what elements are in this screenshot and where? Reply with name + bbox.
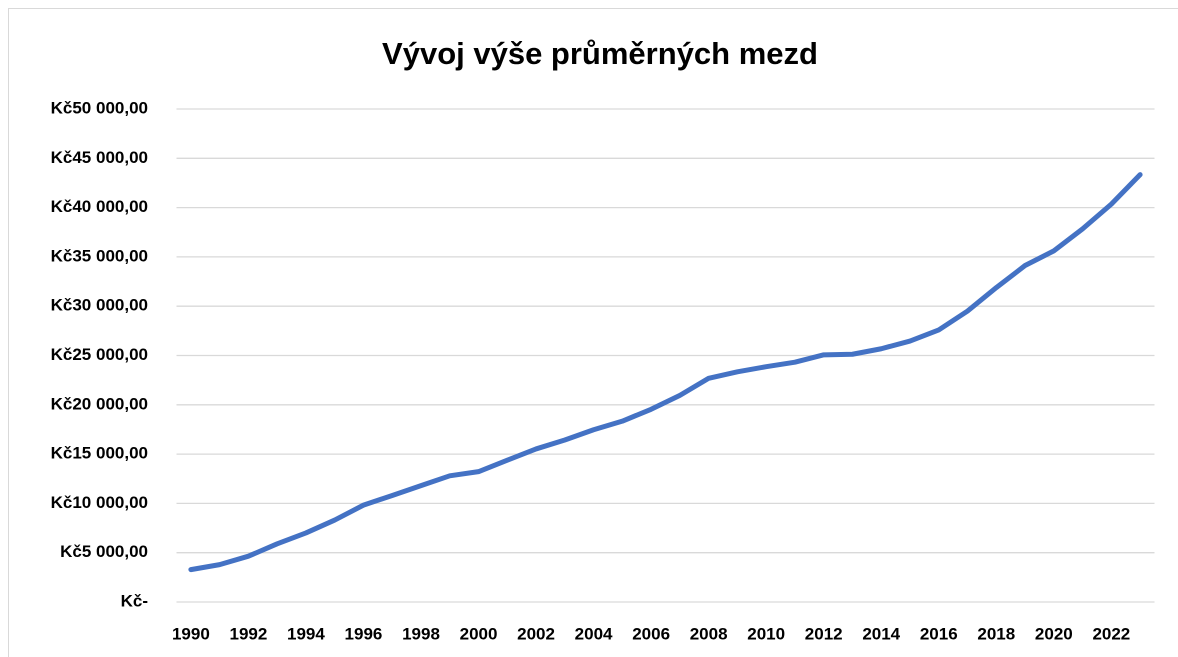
y-tick-label: Kč- bbox=[121, 591, 148, 610]
y-tick-label: Kč20 000,00 bbox=[51, 394, 148, 413]
y-tick-label: Kč45 000,00 bbox=[51, 148, 148, 167]
x-tick-label: 2008 bbox=[690, 624, 728, 643]
x-tick-label: 2004 bbox=[575, 624, 613, 643]
y-tick-label: Kč25 000,00 bbox=[51, 345, 148, 364]
x-tick-label: 2010 bbox=[747, 624, 785, 643]
y-tick-label: Kč40 000,00 bbox=[51, 197, 148, 216]
x-tick-label: 2012 bbox=[805, 624, 843, 643]
x-tick-label: 2022 bbox=[1092, 624, 1130, 643]
data-line bbox=[188, 172, 1143, 573]
y-tick-label: Kč15 000,00 bbox=[51, 444, 148, 463]
x-tick-label: 1996 bbox=[345, 624, 383, 643]
x-tick-label: 2020 bbox=[1035, 624, 1073, 643]
y-tick-label: Kč50 000,00 bbox=[51, 98, 148, 117]
y-tick-label: Kč5 000,00 bbox=[60, 542, 148, 561]
x-tick-label: 1990 bbox=[172, 624, 210, 643]
x-tick-label: 1994 bbox=[287, 624, 325, 643]
x-tick-label: 2006 bbox=[632, 624, 670, 643]
y-tick-label: Kč35 000,00 bbox=[51, 246, 148, 265]
chart-frame bbox=[8, 8, 1178, 657]
x-tick-label: 1998 bbox=[402, 624, 440, 643]
x-tick-label: 2000 bbox=[460, 624, 498, 643]
chart-title: Vývoj výše průměrných mezd bbox=[382, 36, 818, 71]
x-tick-label: 2014 bbox=[862, 624, 900, 643]
x-tick-label: 2016 bbox=[920, 624, 958, 643]
y-tick-label: Kč30 000,00 bbox=[51, 296, 148, 315]
y-tick-label: Kč10 000,00 bbox=[51, 493, 148, 512]
x-tick-label: 1992 bbox=[229, 624, 267, 643]
x-tick-label: 2018 bbox=[977, 624, 1015, 643]
x-tick-label: 2002 bbox=[517, 624, 555, 643]
